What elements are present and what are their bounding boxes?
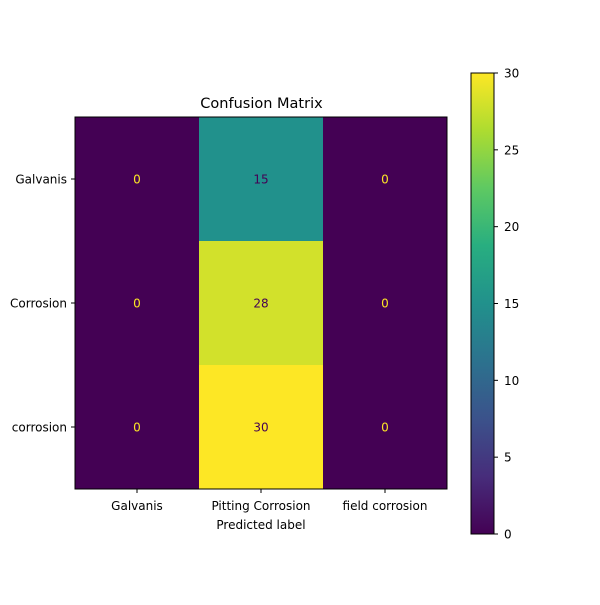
colorbar-tick-label: 15 [504,297,519,311]
colorbar-tick-label: 30 [504,67,519,81]
x-tick-label: Pitting Corrosion [211,499,310,513]
matrix-cell [199,117,324,242]
colorbar-gradient [471,73,494,534]
y-tick-label: corrosion [12,421,67,435]
chart-title: Confusion Matrix [200,96,323,112]
colorbar-tick-label: 25 [504,143,519,157]
matrix-cell-labels: 0 15 0 0 28 0 0 30 0 [133,173,389,435]
matrix-cell [75,117,200,242]
y-axis: Galvanis Corrosion corrosion [10,173,75,435]
matrix-cell-value: 0 [133,297,141,311]
colorbar-tick-label: 10 [504,374,519,388]
colorbar: 0 5 10 15 20 25 30 [470,67,519,542]
matrix-cell-value: 0 [133,421,141,435]
matrix-cell [199,241,324,366]
matrix-cell-value: 0 [381,173,389,187]
colorbar-tick-label: 5 [504,451,512,465]
matrix-cell [323,117,448,242]
matrix-cell [75,365,200,490]
matrix-cell-value: 15 [253,173,268,187]
colorbar-tick-label: 20 [504,220,519,234]
y-tick-label: Galvanis [15,173,67,187]
matrix-cell-value: 0 [381,421,389,435]
x-tick-label: Galvanis [111,499,163,513]
x-axis-label: Predicted label [216,518,305,532]
x-tick-label: field corrosion [343,499,428,513]
colorbar-tick-label: 0 [504,528,512,542]
matrix-cell-value: 28 [253,297,268,311]
matrix-cell [199,365,324,490]
colorbar-ticks: 0 5 10 15 20 25 30 [494,67,519,542]
matrix-cells [75,117,448,490]
matrix-cell [75,241,200,366]
matrix-cell-value: 0 [381,297,389,311]
matrix-cell-value: 0 [133,173,141,187]
matrix-cell-value: 30 [253,421,268,435]
matrix-cell [323,365,448,490]
y-tick-label: Corrosion [10,297,67,311]
x-axis: Galvanis Pitting Corrosion field corrosion [111,489,427,513]
matrix-cell [323,241,448,366]
